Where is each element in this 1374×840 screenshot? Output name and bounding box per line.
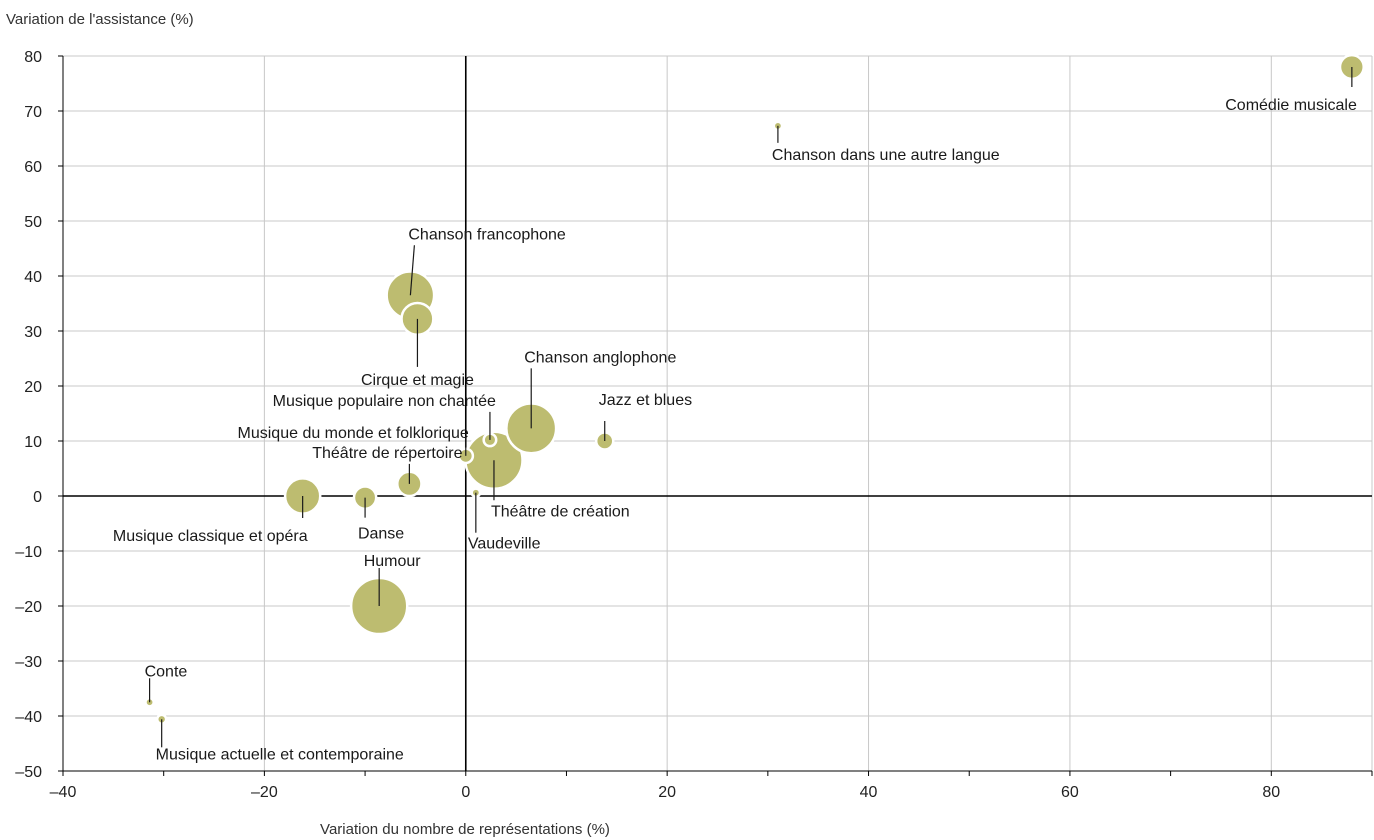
y-tick-label: 70 bbox=[24, 104, 42, 121]
y-tick-label: –20 bbox=[15, 599, 42, 616]
x-tick-label: 0 bbox=[461, 784, 470, 801]
grid bbox=[63, 55, 1373, 771]
bubbles bbox=[144, 53, 1365, 725]
y-tick-label: 50 bbox=[24, 214, 42, 231]
x-tick-label: –40 bbox=[50, 784, 77, 801]
point-label: Musique populaire non chantée bbox=[273, 393, 496, 410]
y-tick-label: 60 bbox=[24, 159, 42, 176]
y-tick-label: 20 bbox=[24, 379, 42, 396]
point-label: Comédie musicale bbox=[1225, 97, 1357, 114]
x-axis-title: Variation du nombre de représentations (… bbox=[320, 821, 610, 838]
x-tick-label: 20 bbox=[658, 784, 676, 801]
x-tick-label: –20 bbox=[251, 784, 278, 801]
point-label: Théâtre de répertoire bbox=[312, 445, 462, 462]
point-label: Conte bbox=[145, 663, 188, 680]
y-tick-label: –40 bbox=[15, 709, 42, 726]
axes: –40 –20 0 20 40 60 80 –50 –40 –30 –20 –10 0 10 20 30 40 5… bbox=[15, 49, 1373, 801]
point-label: Jazz et blues bbox=[599, 392, 692, 409]
y-tick-label: –10 bbox=[15, 544, 42, 561]
point-labels: Comédie musicale Chanson dans une autre l… bbox=[113, 67, 1357, 763]
y-tick-label: –50 bbox=[15, 764, 42, 781]
point-label: Théâtre de création bbox=[491, 503, 630, 520]
point-label: Musique du monde et folklorique bbox=[238, 425, 469, 442]
point-label: Danse bbox=[358, 526, 404, 543]
point-label: Cirque et magie bbox=[361, 372, 474, 389]
point-label: Musique actuelle et contemporaine bbox=[156, 746, 404, 763]
point-label: Musique classique et opéra bbox=[113, 528, 308, 545]
x-tick-label: 60 bbox=[1061, 784, 1079, 801]
y-tick-label: 80 bbox=[24, 49, 42, 66]
point-label: Chanson francophone bbox=[408, 226, 566, 243]
point-label: Chanson anglophone bbox=[524, 349, 676, 366]
y-tick-label: –30 bbox=[15, 654, 42, 671]
point-label: Humour bbox=[364, 553, 422, 570]
point-label: Vaudeville bbox=[468, 536, 541, 553]
y-tick-label: 10 bbox=[24, 434, 42, 451]
point-label: Chanson dans une autre langue bbox=[772, 147, 1000, 164]
label-leader-line bbox=[409, 245, 415, 296]
y-tick-label: 30 bbox=[24, 324, 42, 341]
x-tick-label: 40 bbox=[860, 784, 878, 801]
y-axis-title: Variation de l'assistance (%) bbox=[6, 11, 194, 28]
y-tick-label: 40 bbox=[24, 269, 42, 286]
y-tick-label: 0 bbox=[33, 489, 42, 506]
x-tick-label: 80 bbox=[1262, 784, 1280, 801]
